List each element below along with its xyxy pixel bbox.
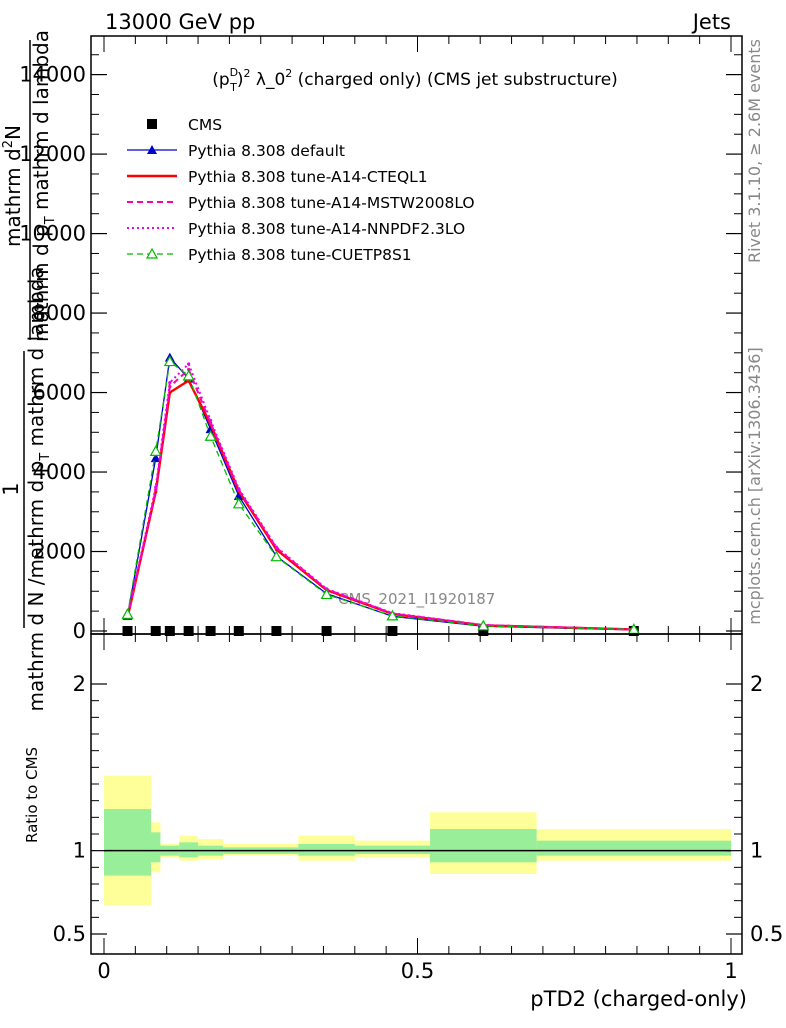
ratio-band-inner (354, 845, 431, 854)
ratio-y-tick-label-right: 1 (750, 839, 763, 863)
series-marker-5 (204, 430, 217, 441)
cms-data-point (478, 626, 489, 636)
x-axis-label: pTD2 (charged-only) (530, 987, 747, 1011)
ratio-y-tick-label-left: 1 (73, 839, 86, 863)
y-tick-label: 8000 (33, 301, 86, 325)
mcplots-label: mcplots.cern.ch [arXiv:1306.3436] (745, 347, 764, 624)
y-tick-label: 10000 (19, 222, 86, 246)
series-marker-5 (320, 588, 333, 600)
ratio-band-inner (104, 809, 152, 876)
ratio-y-ticks: 0.5 0.5 1 1 2 2 (53, 672, 784, 946)
legend-label-4: Pythia 8.308 tune-A14-NNPDF2.3LO (188, 220, 465, 238)
series-marker-4 (274, 545, 279, 549)
ratio-x-ticks: 0 0.5 1 (97, 634, 738, 983)
series-marker-5 (182, 369, 195, 381)
series-layer (121, 352, 640, 636)
header-category: Jets (691, 10, 731, 34)
series-line-5 (126, 360, 634, 631)
y-tick-label: 0 (73, 619, 86, 643)
y-tick-label: 14000 (19, 63, 86, 87)
rivet-label: Rivet 3.1.10, ≥ 2.6M events (745, 39, 764, 263)
cms-data-point (205, 626, 216, 636)
series-marker-5 (149, 445, 162, 456)
legend-marker-5 (145, 247, 159, 259)
legend-label-3: Pythia 8.308 tune-A14-MSTW2008LO (188, 194, 475, 212)
cms-data-point (150, 626, 161, 636)
ratio-band-inner (430, 829, 537, 863)
cms-data-point (233, 626, 244, 636)
series-marker-2 (168, 390, 172, 395)
ratio-y-tick-label-right: 2 (750, 672, 763, 696)
ratio-band-inner (298, 844, 355, 856)
y-label-one: 1 (0, 482, 23, 495)
cms-data-point (271, 626, 282, 636)
ratio-panel-frame (90, 633, 743, 955)
legend-label-1: Pythia 8.308 default (188, 142, 345, 160)
series-marker-4 (208, 418, 213, 422)
y-axis-label: 1 mathrm d N /mathrm d pT mathrm d lambd… (0, 30, 58, 712)
y-tick-label: 6000 (33, 381, 86, 405)
ratio-y-label: Ratio to CMS (23, 747, 41, 843)
cms-data-point (387, 626, 398, 636)
legend-marker-1 (147, 145, 157, 154)
legend-marker-cms (147, 119, 157, 129)
y-label-numerator: mathrm d2N (1, 125, 25, 247)
series-marker-5 (386, 609, 399, 621)
cms-data-point (183, 626, 194, 636)
legend-label-2: Pythia 8.308 tune-A14-CTEQL1 (188, 168, 428, 186)
legend: CMS Pythia 8.308 default Pythia 8.308 tune… (127, 116, 475, 264)
series-marker-1 (150, 453, 161, 463)
analysis-watermark: CMS_2021_I1920187 (338, 590, 495, 609)
cms-data-point (321, 626, 332, 636)
x-tick-label: 0.5 (401, 959, 434, 983)
series-marker-5 (232, 497, 245, 509)
x-tick-label: 0 (97, 959, 110, 983)
y-label-denominator-2: mathrm d pT mathrm d lambda (29, 30, 58, 342)
legend-label-0: CMS (188, 116, 222, 134)
ratio-bands (104, 775, 731, 906)
ratio-band-inner (151, 832, 161, 863)
header-energy: 13000 GeV pp (105, 10, 255, 34)
y-tick-label: 4000 (33, 460, 86, 484)
y-tick-label: 2000 (33, 540, 86, 564)
series-marker-3 (208, 421, 213, 425)
chart-title: (pD T)2 λ_02 (charged only) (CMS jet subs… (212, 66, 618, 94)
series-marker-4 (168, 381, 172, 385)
main-y-ticks: 0 2000 4000 6000 8000 10000 12000 14000 (19, 54, 742, 643)
series-marker-5 (477, 619, 490, 631)
series-marker-4 (187, 362, 191, 366)
cms-data-point (164, 626, 175, 636)
series-marker-5 (163, 355, 176, 367)
ratio-band-inner (536, 840, 731, 856)
ratio-y-tick-label-left: 2 (73, 672, 86, 696)
x-tick-label: 1 (724, 959, 737, 983)
legend-label-5: Pythia 8.308 tune-CUETP8S1 (188, 246, 412, 264)
cms-data-point (122, 626, 133, 636)
series-marker-4 (154, 485, 158, 489)
series-marker-5 (121, 608, 134, 619)
y-label-denominator: mathrm d N /mathrm d pT mathrm d lambda (24, 266, 53, 711)
series-marker-3 (187, 367, 191, 372)
ratio-band-inner (179, 842, 199, 858)
ratio-y-tick-label-left: 0.5 (53, 922, 86, 946)
series-marker-4 (237, 487, 241, 491)
series-marker-5 (270, 550, 283, 562)
y-tick-label: 12000 (19, 142, 86, 166)
ratio-y-tick-label-right: 0.5 (750, 922, 783, 946)
